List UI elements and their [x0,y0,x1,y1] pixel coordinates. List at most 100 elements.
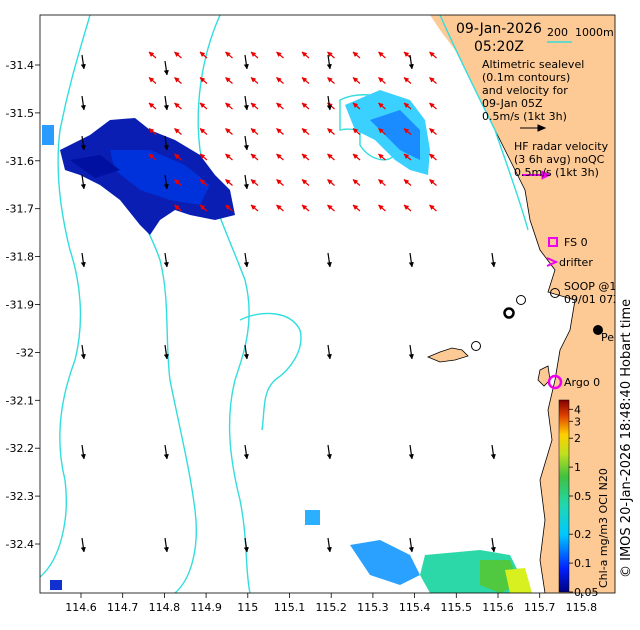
sealevel-legend-arrow [520,124,547,132]
velocity-arrowhead [199,179,206,185]
velocity-arrowhead [326,546,332,553]
velocity-arrowhead [276,128,282,134]
lat-tick-label: -32 [16,346,34,359]
altimetry-arrows [80,54,496,553]
plot-frame [39,14,616,594]
velocity-arrowhead [225,51,231,58]
velocity-arrowhead [243,144,249,151]
velocity-arrowhead [276,102,282,109]
velocity-arrowhead [163,453,169,460]
velocity-arrowhead [408,261,414,268]
velocity-arrowhead [174,204,180,211]
lat-tick-label: -31.7 [6,203,34,216]
velocity-arrowhead [148,51,155,58]
velocity-arrowhead [301,153,308,160]
velocity-arrowhead [199,51,206,58]
velocity-arrowhead [276,179,282,185]
lon-tick-label: 115.3 [357,601,389,614]
velocity-arrowhead [225,153,231,160]
velocity-arrowhead [250,204,257,211]
velocity-arrowhead [429,102,435,109]
velocity-arrowhead [352,128,359,134]
velocity-arrowhead [80,144,86,151]
hf-line-1: HF radar velocity [514,140,609,153]
velocity-arrowhead [225,128,231,134]
velocity-arrowhead [429,204,435,211]
velocity-arrowhead [276,51,282,58]
velocity-arrowhead [301,77,308,83]
lon-tick-label: 115.2 [315,601,347,614]
lat-tick-label: -32.3 [6,490,34,503]
velocity-arrowhead [243,183,249,190]
velocity-arrowhead [80,183,86,190]
lon-tick-label: 115.6 [482,601,514,614]
lon-tick-label: 114.7 [107,601,139,614]
velocity-arrowhead [403,51,410,58]
velocity-arrowhead [163,353,169,360]
velocity-arrowhead [243,353,249,360]
velocity-arrowhead [225,102,231,109]
colorbar-tick-label: 0.2 [574,528,592,541]
velocity-arrowhead [80,104,86,111]
lat-tick-label: -32.1 [6,394,34,407]
velocity-arrowhead [148,153,155,160]
velocity-arrowhead [199,77,206,83]
hf-line-3: 0.5m/s (1kt 3h) [514,166,599,179]
map-date: 09-Jan-2026 [456,21,542,37]
colorbar-tick-label: 1 [574,461,581,474]
velocity-arrowhead [403,102,410,109]
velocity-arrowhead [250,179,257,185]
fs-marker [548,237,558,247]
velocity-arrowhead [148,77,155,83]
hf-legend-arrow [522,170,552,180]
lon-tick-label: 115.1 [274,601,306,614]
perth-label: Perth [601,331,630,344]
velocity-arrowhead [243,546,249,553]
velocity-arrowhead [429,51,435,58]
velocity-arrowhead [378,102,384,109]
velocity-arrowhead [199,102,206,109]
chlorophyll-patches [42,90,532,593]
velocity-arrowhead [490,453,496,460]
bathymetry-contours [40,15,529,593]
velocity-arrowhead [163,261,169,268]
velocity-arrowhead [403,77,410,83]
velocity-arrowhead [378,128,384,134]
colorbar-tick-label: 4 [574,403,581,416]
velocity-arrowhead [243,63,249,70]
velocity-arrowhead [174,153,180,160]
velocity-arrowhead [174,77,180,83]
lat-tick-label: -31.6 [6,155,34,168]
velocity-arrowhead [327,153,333,160]
velocity-arrowhead [403,153,410,160]
velocity-arrowhead [163,69,169,76]
lat-tick-label: -32.4 [6,538,34,551]
argo-label: Argo 0 [564,376,600,389]
velocity-arrowhead [199,204,206,211]
velocity-arrowhead [327,51,333,58]
velocity-arrowhead [148,102,155,109]
velocity-arrowhead [378,77,384,83]
velocity-arrowhead [225,204,231,211]
velocity-arrowhead [352,179,359,185]
velocity-arrowhead [250,128,257,134]
velocity-arrowhead [429,128,435,134]
colorbar-tick-label: 2 [574,432,581,445]
velocity-arrowhead [80,546,86,553]
velocity-arrowhead [301,128,308,134]
lat-tick-label: -31.4 [6,59,34,72]
bathy-scale-200: 200 [547,26,568,39]
velocity-arrowhead [199,128,206,134]
velocity-arrowhead [352,51,359,58]
lon-tick-label: 114.6 [65,601,97,614]
colorbar-tick-label: 0.1 [574,557,592,570]
velocity-arrowhead [408,546,414,553]
lon-tick-label: 115.8 [566,601,598,614]
argo-marker [547,374,563,390]
velocity-arrowhead [327,204,333,211]
velocity-arrowhead [174,102,180,109]
sealevel-line-4: 09-Jan 05Z [482,97,543,110]
velocity-arrowhead [378,153,384,160]
map-time: 05:20Z [474,39,524,55]
